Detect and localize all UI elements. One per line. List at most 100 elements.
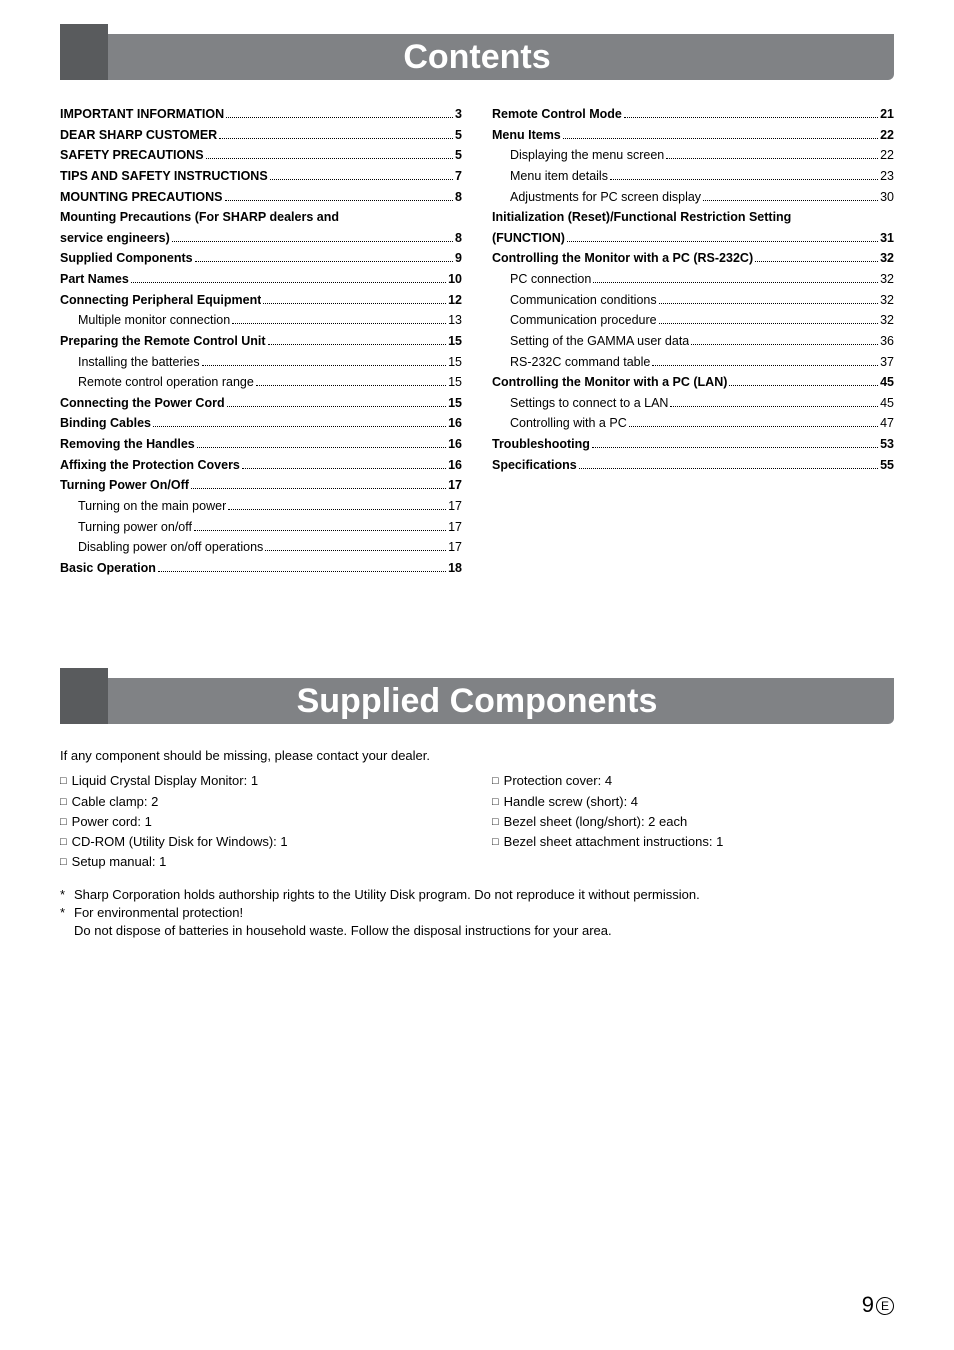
toc-page: 31 [880,228,894,249]
toc-label: Displaying the menu screen [492,145,664,166]
toc-page: 15 [448,352,462,373]
toc-dots [206,151,454,160]
toc-row: SAFETY PRECAUTIONS 5 [60,145,462,166]
toc-page: 8 [455,187,462,208]
toc-label: Controlling the Monitor with a PC (LAN) [492,372,727,393]
toc-label: Supplied Components [60,248,193,269]
toc-dots [270,171,453,180]
toc-label: DEAR SHARP CUSTOMER [60,125,217,146]
toc-label: Communication procedure [492,310,657,331]
toc-row: Remote control operation range15 [60,372,462,393]
toc-label: Binding Cables [60,413,151,434]
toc-dots [195,254,453,263]
toc-label: Mounting Precautions (For SHARP dealers … [60,207,339,228]
toc-row: Turning on the main power17 [60,496,462,517]
toc-row: Supplied Components 9 [60,248,462,269]
toc-label: MOUNTING PRECAUTIONS [60,187,223,208]
footnote-text: Sharp Corporation holds authorship right… [74,886,894,904]
toc-page: 16 [448,434,462,455]
toc-page: 47 [880,413,894,434]
toc-dots [172,233,453,242]
toc-page: 9 [455,248,462,269]
toc-row: DEAR SHARP CUSTOMER 5 [60,125,462,146]
toc-page: 13 [448,310,462,331]
toc-dots [652,357,878,366]
toc-dots [610,171,878,180]
toc-label: IMPORTANT INFORMATION [60,104,224,125]
toc-page: 17 [448,475,462,496]
toc-dots [691,336,878,345]
supplied-item: Protection cover: 4 [492,771,894,791]
toc-dots [226,109,453,118]
toc-dots [579,460,878,469]
toc-dots [703,192,878,201]
toc-row: Communication conditions32 [492,290,894,311]
page-letter: E [876,1297,894,1315]
toc-row: Controlling with a PC 47 [492,413,894,434]
toc-label: Preparing the Remote Control Unit [60,331,266,352]
supplied-item: Handle screw (short): 4 [492,792,894,812]
toc-label: Menu Items [492,125,561,146]
contents-title: Contents [60,34,894,80]
toc-page: 23 [880,166,894,187]
toc-dots [624,109,878,118]
toc-row: Remote Control Mode21 [492,104,894,125]
toc-page: 5 [455,145,462,166]
toc-dots [268,336,447,345]
toc-dots [729,377,878,386]
toc-row: Specifications55 [492,455,894,476]
toc-label: PC connection [492,269,591,290]
toc-dots [131,274,446,283]
toc-label: Menu item details [492,166,608,187]
toc-page: 36 [880,331,894,352]
toc-page: 17 [448,537,462,558]
page-number: 9E [862,1292,894,1318]
toc-dots [191,481,446,490]
toc-page: 5 [455,125,462,146]
toc-page: 15 [448,393,462,414]
toc-label: service engineers) [60,228,170,249]
toc-label: TIPS AND SAFETY INSTRUCTIONS [60,166,268,187]
toc-row: Setting of the GAMMA user data36 [492,331,894,352]
contents-heading: Contents [60,24,894,80]
supplied-section: If any component should be missing, plea… [60,748,894,940]
toc-label: Turning on the main power [60,496,226,517]
toc-label: Basic Operation [60,558,156,579]
toc-dots [263,295,446,304]
toc-row: IMPORTANT INFORMATION3 [60,104,462,125]
toc-label: Settings to connect to a LAN [492,393,668,414]
toc-dots [232,316,446,325]
toc-row: Turning power on/off17 [60,517,462,538]
toc-dots [670,398,878,407]
supplied-heading: Supplied Components [60,668,894,724]
toc-label: SAFETY PRECAUTIONS [60,145,204,166]
footnote-text: For environmental protection!Do not disp… [74,904,894,940]
toc-dots [202,357,446,366]
toc-page: 32 [880,290,894,311]
contents-title-bg: Contents [60,34,894,80]
toc-dots [592,439,878,448]
toc-dots [228,501,446,510]
supplied-item: CD-ROM (Utility Disk for Windows): 1 [60,832,462,852]
supplied-left-column: Liquid Crystal Display Monitor: 1Cable c… [60,771,462,872]
toc-dots [666,151,878,160]
toc-row: Menu item details 23 [492,166,894,187]
toc-label: Removing the Handles [60,434,195,455]
supplied-title-bg: Supplied Components [60,678,894,724]
toc-label: Connecting Peripheral Equipment [60,290,261,311]
footnote-asterisk: * [60,904,74,940]
toc-row: Binding Cables 16 [60,413,462,434]
toc-page: 32 [880,310,894,331]
toc-row: Disabling power on/off operations17 [60,537,462,558]
toc-label: Part Names [60,269,129,290]
toc-page: 22 [880,145,894,166]
toc-row: Communication procedure 32 [492,310,894,331]
toc-label: Controlling with a PC [492,413,627,434]
footnote-asterisk: * [60,886,74,904]
toc-dots [242,460,446,469]
supplied-item: Bezel sheet (long/short): 2 each [492,812,894,832]
toc-row: Controlling the Monitor with a PC (RS-23… [492,248,894,269]
toc-row: Controlling the Monitor with a PC (LAN)4… [492,372,894,393]
toc-row: Connecting Peripheral Equipment12 [60,290,462,311]
toc-page: 16 [448,413,462,434]
